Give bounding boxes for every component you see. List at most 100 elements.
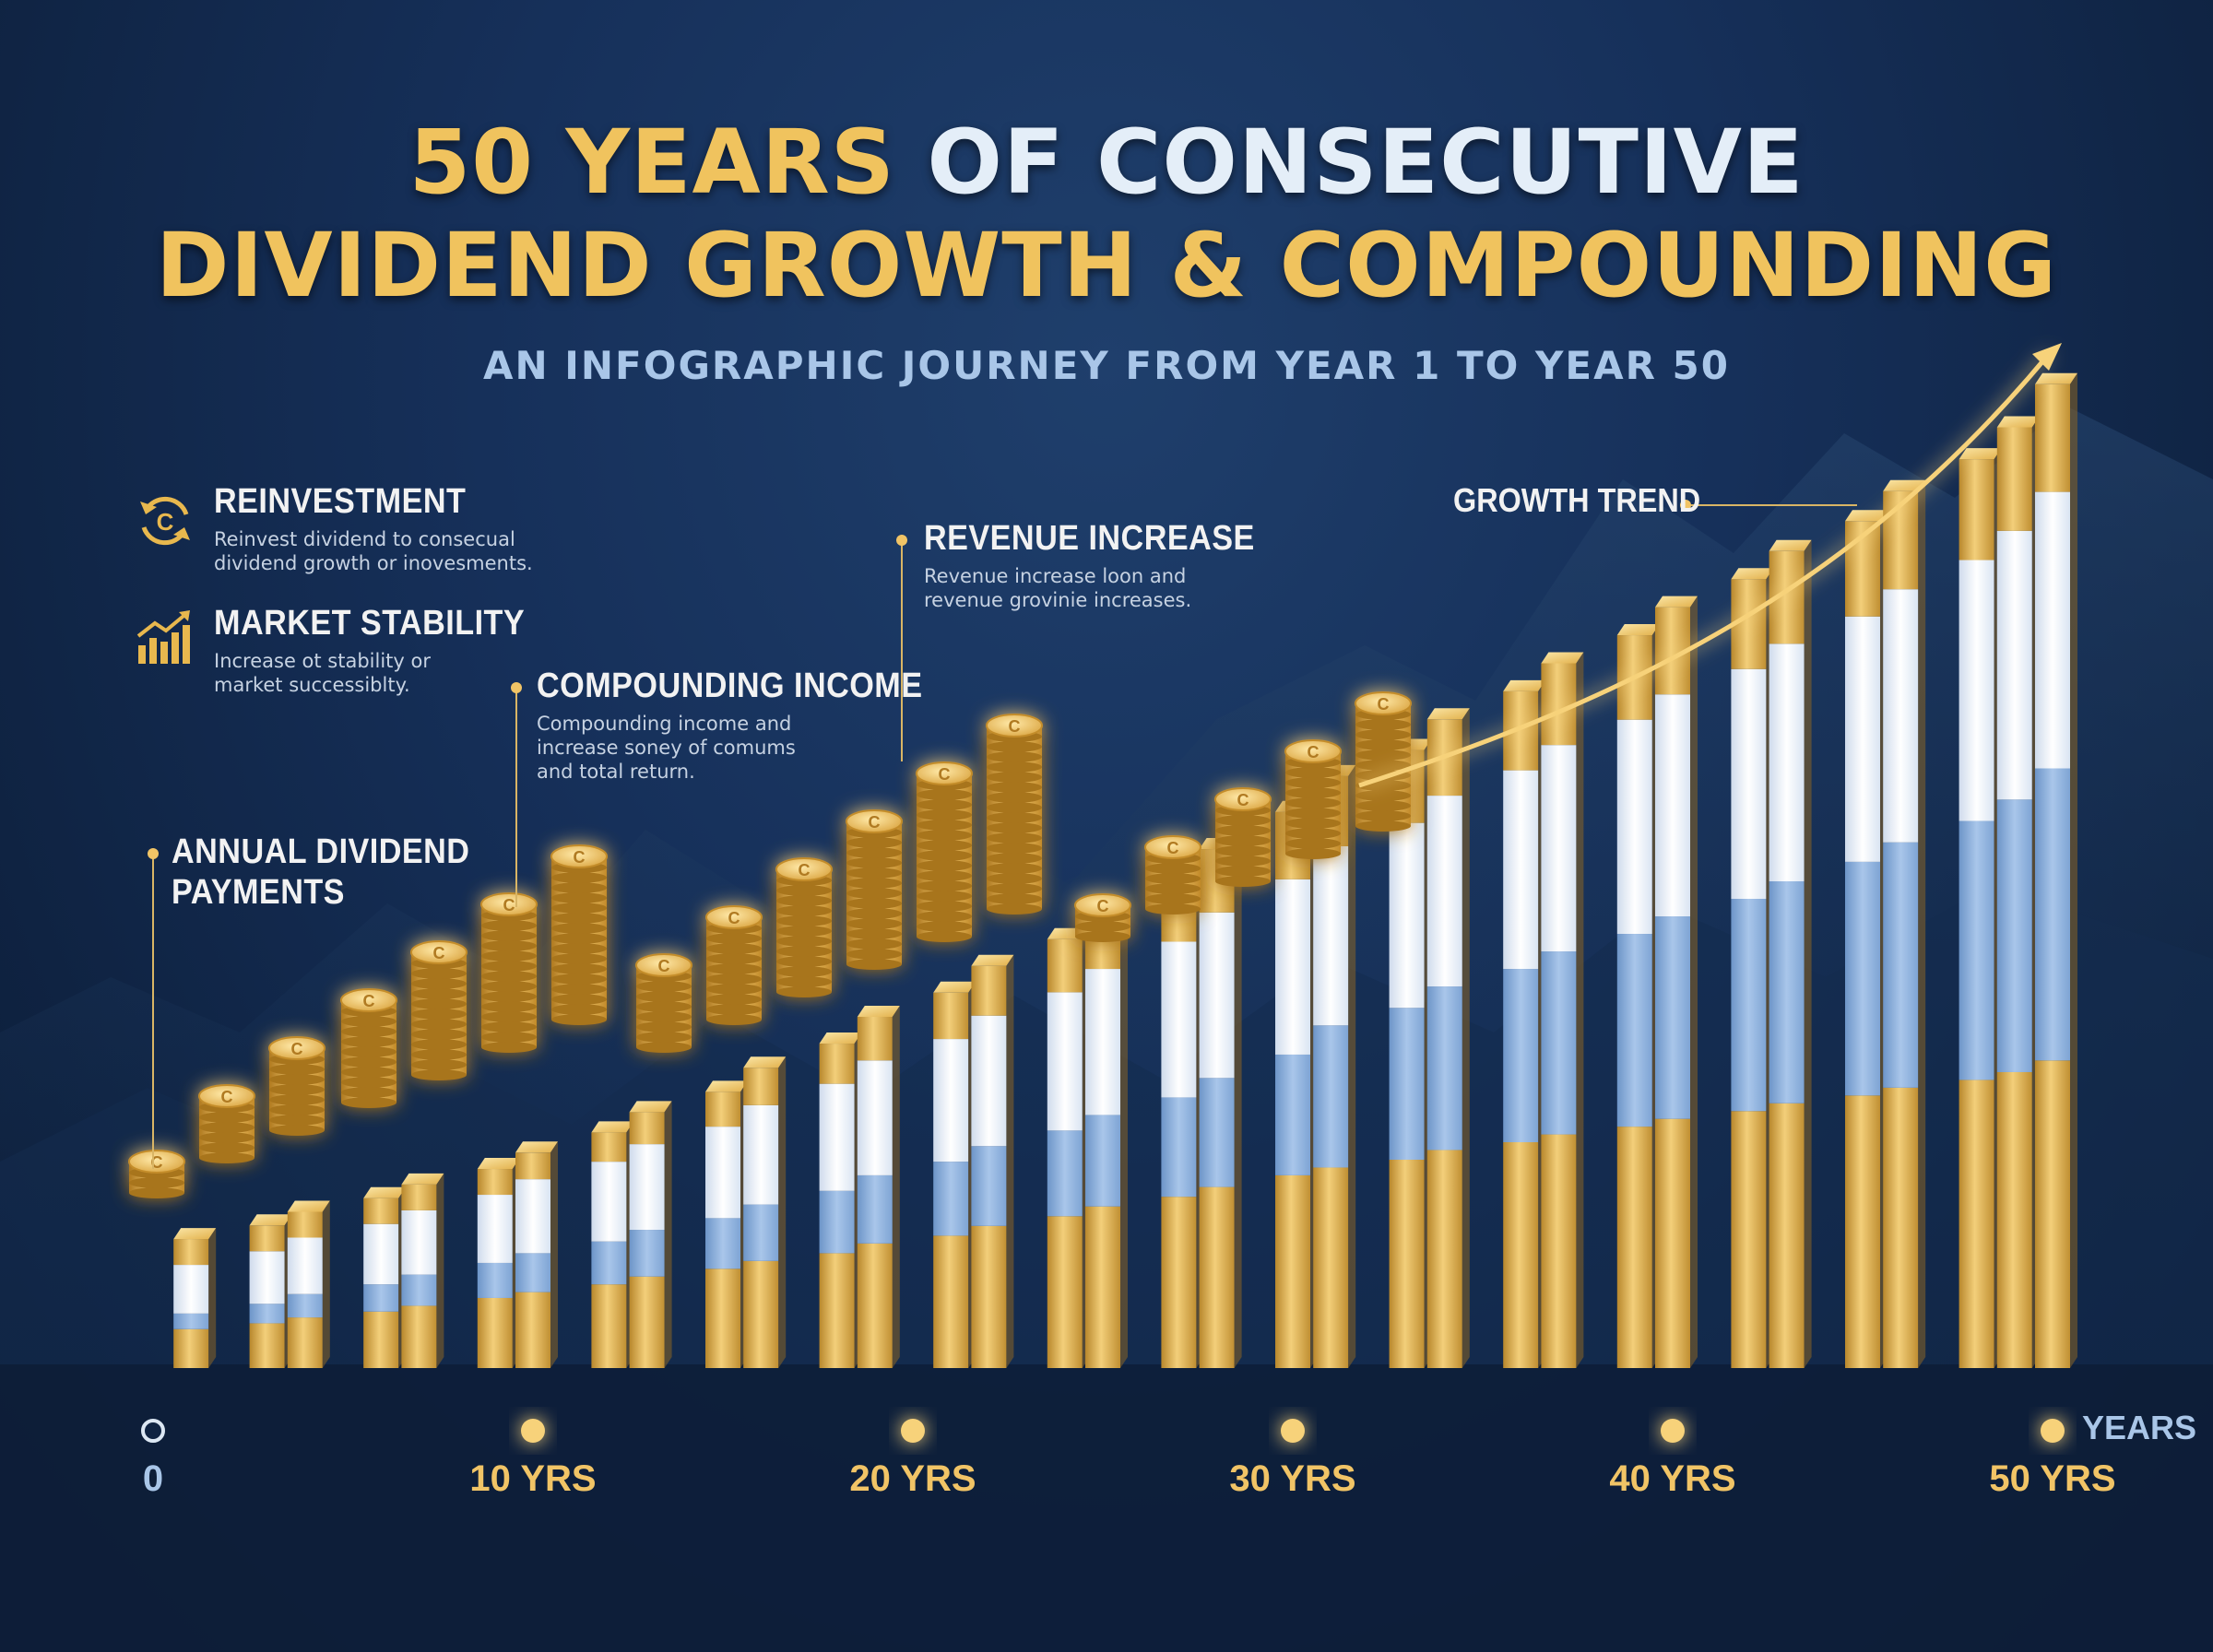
ground-band (0, 1364, 2213, 1652)
coin-emblem: C (658, 957, 670, 975)
coin-stack: C (1144, 835, 1201, 914)
coin-stack: C (410, 940, 467, 1080)
bar-cap-block (705, 1092, 740, 1127)
bar-segment-gold (1275, 1174, 1310, 1368)
x-axis-label: YEARS (2082, 1409, 2197, 1446)
coin-rim (269, 1125, 325, 1136)
coin-emblem: C (433, 944, 445, 962)
bar-top-face (819, 1032, 862, 1044)
coin-top (268, 1036, 325, 1060)
bar-segment-white (819, 1083, 855, 1191)
coin-rim (917, 931, 972, 942)
coin-rim (411, 1059, 467, 1070)
bar-segment-white (249, 1251, 285, 1304)
bar-segment-gold (287, 1317, 323, 1368)
coin-rim (481, 1042, 537, 1053)
coin-stack: C (986, 714, 1043, 914)
bar-year-15 (705, 1080, 748, 1368)
bar-segment-blue (1389, 1008, 1425, 1161)
bar-cap-block (591, 1132, 627, 1162)
bar-side-face (1462, 708, 1470, 1368)
growth-trend-arrowhead (2032, 343, 2062, 371)
coin-top (986, 714, 1043, 738)
bar-segment-blue (1845, 861, 1880, 1096)
coin-top (1214, 787, 1272, 811)
bar-top-face (705, 1080, 748, 1092)
bar-cap-block (1047, 938, 1083, 993)
bar-segment-white (629, 1144, 665, 1231)
compounding-income-desc: Compounding income and increase soney of… (537, 713, 796, 783)
title-rest: OF CONSECUTIVE (927, 111, 1805, 214)
coin-rim (636, 1042, 692, 1053)
coin-rim (551, 903, 607, 914)
bar-year-30 (1275, 800, 1318, 1368)
bar-top-face (1655, 596, 1698, 608)
bar-top-face (1883, 479, 1926, 491)
x-tick-marker (521, 1419, 545, 1443)
bar-segment-white (933, 1039, 969, 1162)
coin-emblem: C (221, 1088, 233, 1106)
bar-side-face (664, 1101, 672, 1368)
bar-segment-white (1313, 845, 1349, 1026)
bar-segment-gold (515, 1292, 550, 1368)
coin-rim (1285, 767, 1341, 778)
coin-rim (987, 792, 1042, 803)
coin-rim (917, 809, 972, 820)
bar-segment-white (1769, 643, 1805, 881)
coin-rim (1355, 749, 1411, 761)
bar-top-face (477, 1158, 520, 1170)
bar-side-face (1804, 539, 1812, 1368)
bar-segment-white (1047, 992, 1083, 1131)
bar-segment-white (287, 1237, 323, 1294)
x-tick-label: 50 YRS (1989, 1458, 2116, 1499)
bar-side-face (1690, 596, 1698, 1368)
growth-trend-dot (1680, 500, 1691, 511)
coin-rim (481, 920, 537, 931)
coin-rim (917, 921, 972, 932)
coin-rim (706, 1014, 762, 1025)
coin-rim (987, 883, 1042, 894)
coin-rim (481, 961, 537, 972)
coin-stack: C (916, 761, 973, 942)
bar-segment-white (705, 1127, 740, 1219)
bar-segment-blue (1769, 881, 1805, 1103)
coin-rim (481, 1032, 537, 1043)
x-tick-marker (901, 1419, 925, 1443)
bar-year-13 (629, 1101, 672, 1368)
coin-rim (987, 812, 1042, 823)
revenue-increase-dot (896, 535, 907, 546)
bar-year-21 (933, 981, 976, 1368)
coin-rim (1285, 787, 1341, 798)
coin-rim (411, 998, 467, 1009)
bar-segment-blue (515, 1253, 550, 1292)
bar-segment-white (363, 1223, 399, 1285)
coin-rim (551, 974, 607, 985)
x-tick-label: 40 YRS (1609, 1458, 1736, 1499)
bar-top-face (857, 1005, 900, 1017)
bar-segment-blue (477, 1262, 513, 1298)
bar-cap-block (857, 1016, 893, 1061)
coin-rim (411, 968, 467, 979)
callout-annual-dividend: ANNUAL DIVIDEND PAYMENTS (172, 832, 503, 913)
x-tick-label: 30 YRS (1229, 1458, 1356, 1499)
coin-stack: C (705, 905, 763, 1025)
coin-emblem: C (1009, 717, 1021, 736)
bar-segment-blue (933, 1162, 969, 1236)
bar-year-18 (819, 1032, 862, 1368)
coin-rim (1355, 760, 1411, 771)
coin-rim (636, 1001, 692, 1012)
coin-stack: C (340, 988, 397, 1108)
coin-rim (551, 882, 607, 893)
bar-segment-gold (363, 1311, 399, 1368)
bar-segment-white (1996, 530, 2032, 800)
bar-segment-white (1161, 941, 1197, 1098)
bar-segment-white (1389, 822, 1425, 1009)
coin-rim (341, 1097, 396, 1108)
bar-segment-white (1883, 589, 1919, 843)
coin-emblem: C (1378, 695, 1390, 714)
bar-segment-gold (1085, 1206, 1120, 1368)
coin-top (340, 988, 397, 1012)
coin-rim (199, 1152, 254, 1163)
bar-segment-gold (857, 1243, 893, 1368)
coin-rim (917, 799, 972, 810)
